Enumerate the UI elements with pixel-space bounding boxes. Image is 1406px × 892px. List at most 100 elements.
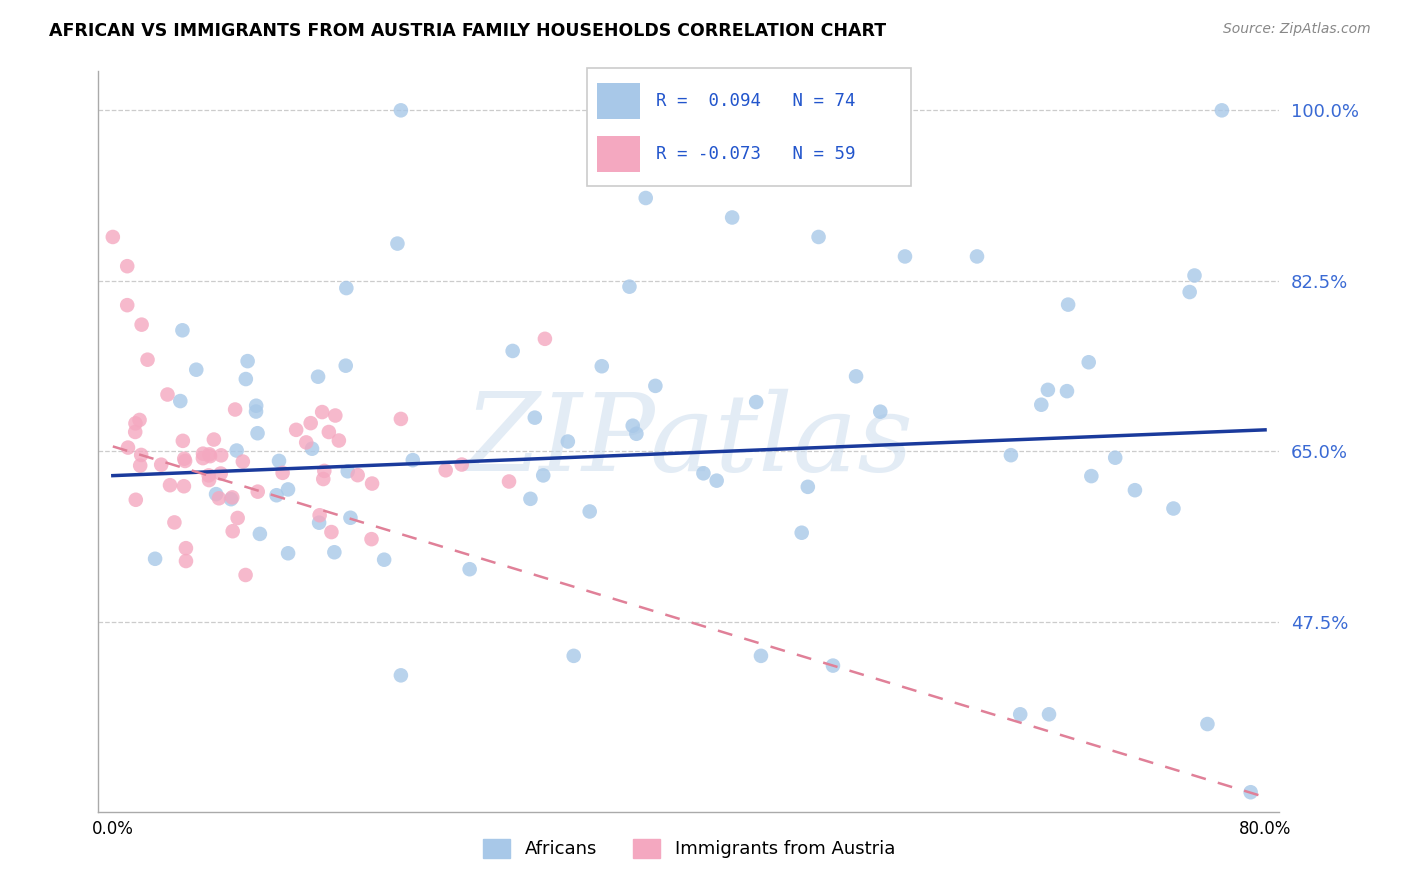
Point <box>226 511 249 525</box>
Point <box>749 648 772 663</box>
Point <box>745 395 768 409</box>
Point <box>101 230 124 244</box>
Point <box>1240 785 1263 799</box>
Point <box>373 552 395 566</box>
Point <box>198 449 221 463</box>
Point <box>318 425 340 439</box>
Point <box>143 551 166 566</box>
Point <box>209 448 232 462</box>
Point <box>225 443 247 458</box>
Text: AFRICAN VS IMMIGRANTS FROM AUSTRIA FAMILY HOUSEHOLDS CORRELATION CHART: AFRICAN VS IMMIGRANTS FROM AUSTRIA FAMIL… <box>49 22 886 40</box>
Point <box>129 458 152 473</box>
Point <box>458 562 481 576</box>
Point <box>578 504 600 518</box>
Point <box>1077 355 1099 369</box>
Point <box>198 447 221 461</box>
Point <box>1038 707 1060 722</box>
Point <box>966 250 988 264</box>
Point <box>209 467 232 481</box>
Point <box>797 480 820 494</box>
Point <box>1104 450 1126 465</box>
Point <box>869 405 891 419</box>
Text: Source: ZipAtlas.com: Source: ZipAtlas.com <box>1223 22 1371 37</box>
Point <box>314 464 336 478</box>
Point <box>173 451 195 466</box>
Point <box>328 434 350 448</box>
Point <box>128 413 150 427</box>
Point <box>205 487 228 501</box>
Point <box>307 369 329 384</box>
Point <box>277 546 299 560</box>
Text: R =  0.094   N = 74: R = 0.094 N = 74 <box>657 92 856 110</box>
Point <box>236 354 259 368</box>
Point <box>224 402 246 417</box>
Point <box>311 405 333 419</box>
Point <box>246 426 269 441</box>
Point <box>1178 285 1201 299</box>
Point <box>1197 717 1219 731</box>
Point <box>721 211 744 225</box>
Point <box>502 343 524 358</box>
Point <box>894 250 917 264</box>
Point <box>172 323 194 337</box>
Point <box>232 454 254 468</box>
Point <box>361 476 384 491</box>
Point <box>387 236 409 251</box>
Point <box>150 458 173 472</box>
Point <box>562 648 585 663</box>
Point <box>191 447 214 461</box>
Point <box>519 491 541 506</box>
Point <box>295 435 318 450</box>
Point <box>249 527 271 541</box>
Point <box>308 516 330 530</box>
Point <box>219 492 242 507</box>
Point <box>312 472 335 486</box>
Point <box>198 473 221 487</box>
Point <box>498 475 520 489</box>
Point <box>557 434 579 449</box>
Point <box>186 362 208 376</box>
Text: ZIPatlas: ZIPatlas <box>464 389 914 494</box>
Point <box>1211 103 1233 118</box>
Point <box>621 418 644 433</box>
Point <box>299 416 322 430</box>
Text: R = -0.073   N = 59: R = -0.073 N = 59 <box>657 145 856 162</box>
Point <box>1031 398 1053 412</box>
Point <box>245 404 267 418</box>
Point <box>131 318 153 332</box>
Point <box>450 458 472 472</box>
Point <box>124 425 146 439</box>
Point <box>634 191 657 205</box>
Point <box>619 279 641 293</box>
Point <box>1036 383 1059 397</box>
Point <box>156 387 179 401</box>
Point <box>301 442 323 456</box>
Point <box>235 568 257 582</box>
Point <box>531 468 554 483</box>
Point <box>115 298 138 312</box>
Point <box>591 359 613 374</box>
Point <box>389 668 412 682</box>
Point <box>1000 448 1022 462</box>
Point <box>1123 483 1146 498</box>
Point <box>115 259 138 273</box>
Point <box>1080 469 1102 483</box>
Point <box>174 541 197 556</box>
Legend: Africans, Immigrants from Austria: Africans, Immigrants from Austria <box>475 832 903 865</box>
Point <box>169 394 191 409</box>
Point <box>235 372 257 386</box>
Point <box>389 103 412 118</box>
Point <box>221 491 243 505</box>
Point <box>267 454 290 468</box>
Point <box>136 352 159 367</box>
Point <box>523 410 546 425</box>
Point <box>208 491 231 506</box>
Point <box>173 479 195 493</box>
Point <box>174 454 197 468</box>
Point <box>191 451 214 466</box>
Point <box>1057 297 1080 311</box>
Point <box>434 463 457 477</box>
Point <box>271 466 294 480</box>
Point <box>644 379 666 393</box>
Bar <box>596 136 640 171</box>
